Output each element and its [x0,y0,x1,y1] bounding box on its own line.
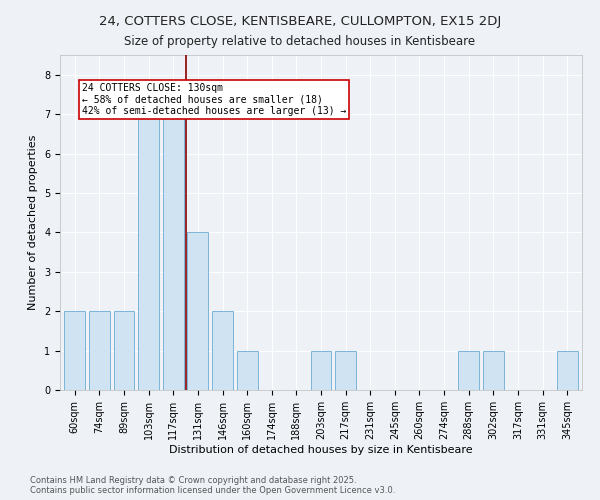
Bar [557,350,578,390]
Bar [458,350,479,390]
X-axis label: Distribution of detached houses by size in Kentisbeare: Distribution of detached houses by size … [169,444,473,454]
Text: 24, COTTERS CLOSE, KENTISBEARE, CULLOMPTON, EX15 2DJ: 24, COTTERS CLOSE, KENTISBEARE, CULLOMPT… [99,15,501,28]
Bar [89,311,110,390]
Bar [483,350,504,390]
Bar [64,311,85,390]
Y-axis label: Number of detached properties: Number of detached properties [28,135,38,310]
Bar [138,114,159,390]
Bar [335,350,356,390]
Bar [311,350,331,390]
Text: Size of property relative to detached houses in Kentisbeare: Size of property relative to detached ho… [124,35,476,48]
Bar [187,232,208,390]
Bar [163,114,184,390]
Text: Contains HM Land Registry data © Crown copyright and database right 2025.
Contai: Contains HM Land Registry data © Crown c… [30,476,395,495]
Bar [113,311,134,390]
Text: 24 COTTERS CLOSE: 130sqm
← 58% of detached houses are smaller (18)
42% of semi-d: 24 COTTERS CLOSE: 130sqm ← 58% of detach… [82,82,347,116]
Bar [236,350,257,390]
Bar [212,311,233,390]
